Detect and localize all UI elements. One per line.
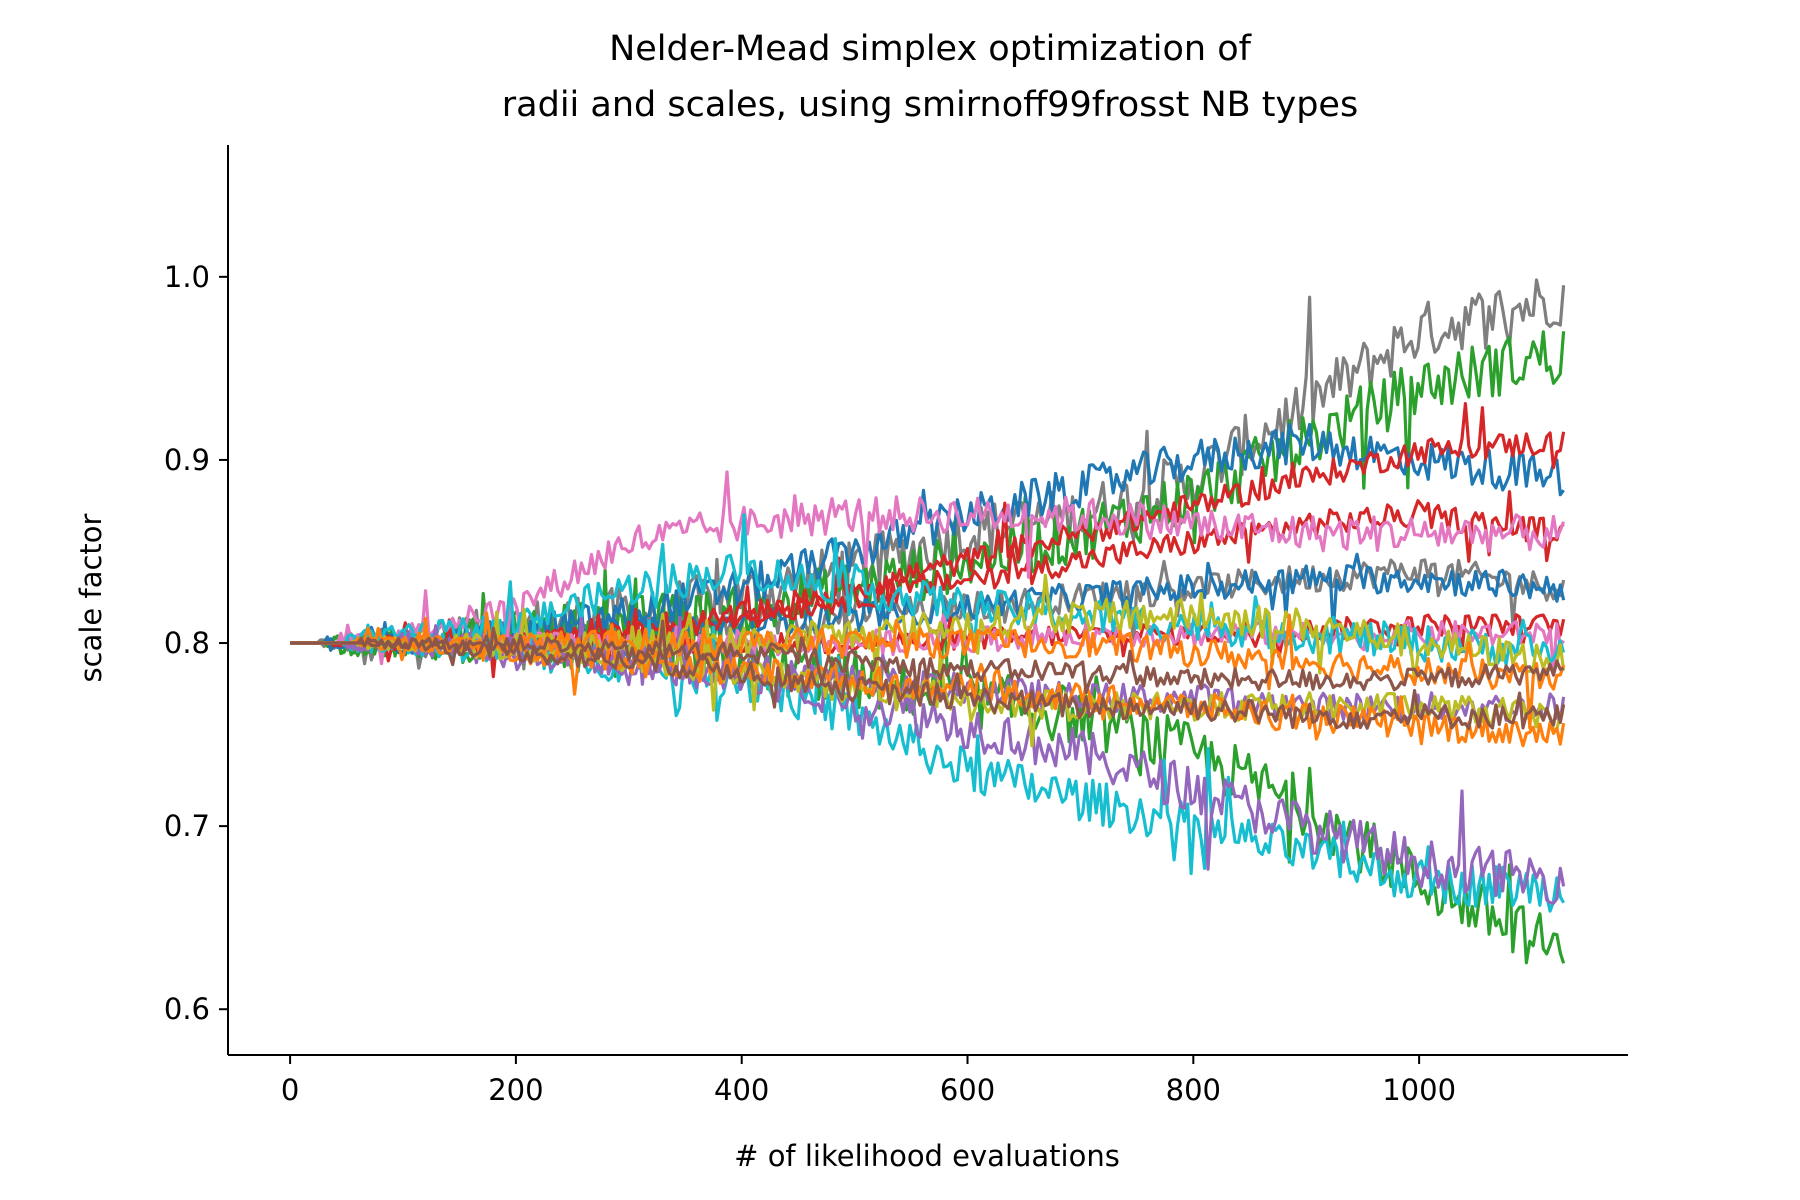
chart-title-line-1: Nelder-Mead simplex optimization of: [609, 29, 1252, 69]
x-axis-label: # of likelihood evaluations: [734, 1139, 1120, 1173]
x-tick-label: 600: [940, 1073, 995, 1107]
y-tick-label: 0.7: [164, 809, 210, 843]
x-tick-label: 200: [488, 1073, 543, 1107]
chart-title: Nelder-Mead simplex optimization of radi…: [502, 29, 1358, 125]
y-axis-label: scale factor: [74, 513, 108, 682]
x-tick-label: 800: [1166, 1073, 1221, 1107]
series-lines: [290, 278, 1566, 965]
x-axis-ticks: 0 200 400 600 800 1000: [281, 1055, 1456, 1107]
x-tick-label: 0: [281, 1073, 299, 1107]
series-line: [290, 470, 1566, 647]
y-axis-ticks: 0.6 0.7 0.8 0.9 1.0: [164, 260, 228, 1026]
y-tick-label: 0.9: [164, 443, 210, 477]
series-line: [290, 615, 1566, 905]
y-tick-label: 0.8: [164, 626, 210, 660]
x-tick-label: 400: [714, 1073, 769, 1107]
series-line: [290, 513, 1566, 668]
series-line: [290, 619, 1566, 913]
series-line: [290, 611, 1566, 730]
y-tick-label: 0.6: [164, 992, 210, 1026]
x-tick-label: 1000: [1382, 1073, 1456, 1107]
chart-title-line-2: radii and scales, using smirnoff99frosst…: [502, 85, 1358, 125]
series-line: [290, 634, 1564, 695]
y-tick-label: 1.0: [164, 260, 210, 294]
